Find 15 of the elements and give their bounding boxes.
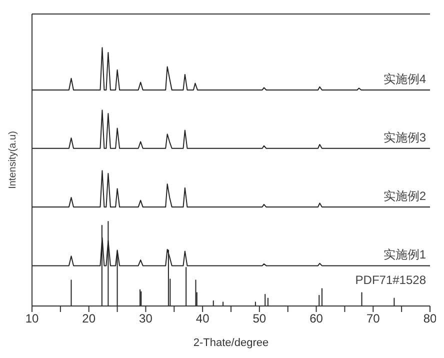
x-tick-label: 10 xyxy=(25,312,39,326)
series-label: 实施例4 xyxy=(383,72,426,86)
x-tick-label: 60 xyxy=(310,312,324,326)
y-axis-title: Intensity(a.u) xyxy=(8,131,19,189)
x-tick-label: 80 xyxy=(423,312,437,326)
series-label: PDF71#1528 xyxy=(355,273,426,287)
x-tick-label: 20 xyxy=(82,312,96,326)
series-label: 实施例1 xyxy=(383,248,426,262)
x-tick-label: 30 xyxy=(139,312,153,326)
series-label: 实施例3 xyxy=(383,130,426,144)
x-tick-label: 70 xyxy=(366,312,380,326)
x-tick-label: 50 xyxy=(252,312,266,326)
series-label: 实施例2 xyxy=(383,189,426,204)
x-axis-title: 2-Thate/degree xyxy=(193,337,269,349)
x-tick-label: 40 xyxy=(196,312,210,326)
